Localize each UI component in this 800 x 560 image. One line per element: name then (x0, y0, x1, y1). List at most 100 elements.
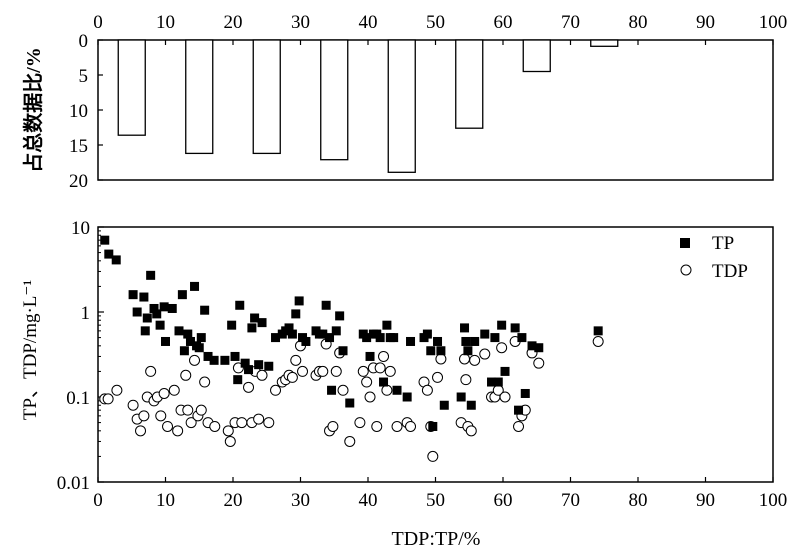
tp-point (527, 341, 537, 351)
tp-point (389, 333, 399, 343)
tp-point (497, 320, 507, 330)
tdp-point (297, 365, 309, 377)
scatter-x-tick-label: 50 (426, 490, 445, 511)
scatter-y-ticks: 0.01 0.1 1 10 (57, 218, 104, 494)
tp-point (196, 333, 206, 343)
tp-point (200, 305, 210, 315)
tdp-point (199, 376, 211, 388)
legend-marker-tdp (680, 264, 692, 276)
tp-point (520, 388, 530, 398)
tp-point (345, 398, 355, 408)
tdp-point (111, 384, 123, 396)
scatter-panel: 0 10 20 30 40 50 60 70 80 90 100 0.01 0.1 1 10 TDP:TP… (20, 218, 787, 550)
histogram-y-tick-label: 20 (69, 171, 88, 192)
tdp-point (172, 425, 184, 437)
tdp-point (384, 365, 396, 377)
histogram-bar (455, 39, 484, 129)
tp-point (233, 375, 243, 385)
tdp-point (135, 425, 147, 437)
tdp-point (421, 384, 433, 396)
tp-point (227, 320, 237, 330)
legend-marker-tp (680, 238, 690, 248)
tdp-point (168, 384, 180, 396)
histogram-y-tick-label: 10 (69, 101, 88, 122)
tp-point (514, 405, 524, 415)
tdp-point (592, 335, 604, 347)
scatter-points (99, 235, 604, 462)
tdp-point (155, 410, 167, 422)
histogram-x-tick-label: 0 (93, 12, 103, 33)
tp-point (500, 366, 510, 376)
histogram-y-axis-label: 占总数据比/% (21, 47, 45, 173)
histogram-y-tick-label: 5 (79, 66, 89, 87)
tp-point (463, 346, 473, 356)
tdp-point (145, 365, 157, 377)
tp-point (379, 377, 389, 387)
histogram-bars (117, 39, 619, 173)
tdp-point (317, 365, 329, 377)
tdp-point (263, 417, 275, 429)
histogram-bar (252, 39, 281, 155)
tdp-point (460, 374, 472, 386)
histogram-x-ticks: 0 10 20 30 40 50 60 70 80 90 100 (93, 12, 787, 45)
tdp-point (378, 350, 390, 362)
tdp-point (189, 354, 201, 366)
tdp-point (391, 420, 403, 432)
tp-point (209, 355, 219, 365)
tp-point (470, 336, 480, 346)
tp-point (490, 333, 500, 343)
tp-point (271, 333, 281, 343)
histogram-x-tick-label: 60 (494, 12, 513, 33)
legend-label-tp: TP (712, 233, 734, 254)
tp-point (301, 336, 311, 346)
tp-point (250, 313, 260, 323)
tp-point (433, 336, 443, 346)
tdp-point (499, 391, 511, 403)
tp-point (155, 320, 165, 330)
tdp-point (432, 371, 444, 383)
tdp-point (222, 425, 234, 437)
tp-point (203, 351, 213, 361)
tp-point (510, 323, 520, 333)
tp-point (167, 303, 177, 313)
tp-point (179, 346, 189, 356)
tp-point (152, 309, 162, 319)
tdp-point (469, 354, 481, 366)
histogram-x-tick-label: 40 (359, 12, 378, 33)
scatter-frame (97, 226, 774, 483)
tp-point (287, 329, 297, 339)
scatter-x-tick-label: 70 (561, 490, 580, 511)
tdp-point (180, 369, 192, 381)
tdp-point (344, 435, 356, 447)
tdp-point (270, 384, 282, 396)
tp-point (111, 255, 121, 265)
histogram-x-tick-label: 20 (224, 12, 243, 33)
tp-point (335, 311, 345, 321)
tp-point (159, 302, 169, 312)
tp-point (365, 351, 375, 361)
tp-point (375, 333, 385, 343)
tdp-point (224, 435, 236, 447)
tp-point (406, 336, 416, 346)
tdp-point (286, 371, 298, 383)
tdp-point (361, 376, 373, 388)
tp-point (264, 361, 274, 371)
tdp-point (158, 387, 170, 399)
tp-point (318, 329, 328, 339)
scatter-x-tick-label: 20 (224, 490, 243, 511)
tp-point (149, 303, 159, 313)
scatter-x-axis-label: TDP:TP/% (392, 528, 481, 550)
tp-point (428, 421, 438, 431)
tdp-point (357, 365, 369, 377)
histogram-x-tick-label: 70 (561, 12, 580, 33)
scatter-y-tick-label: 0.01 (57, 473, 90, 494)
tp-point (139, 292, 149, 302)
tp-point (382, 320, 392, 330)
tp-point (487, 377, 497, 387)
tp-point (331, 326, 341, 336)
tp-point (327, 385, 337, 395)
tp-point (422, 329, 432, 339)
histogram-bar (185, 39, 214, 155)
tdp-point (185, 417, 197, 429)
